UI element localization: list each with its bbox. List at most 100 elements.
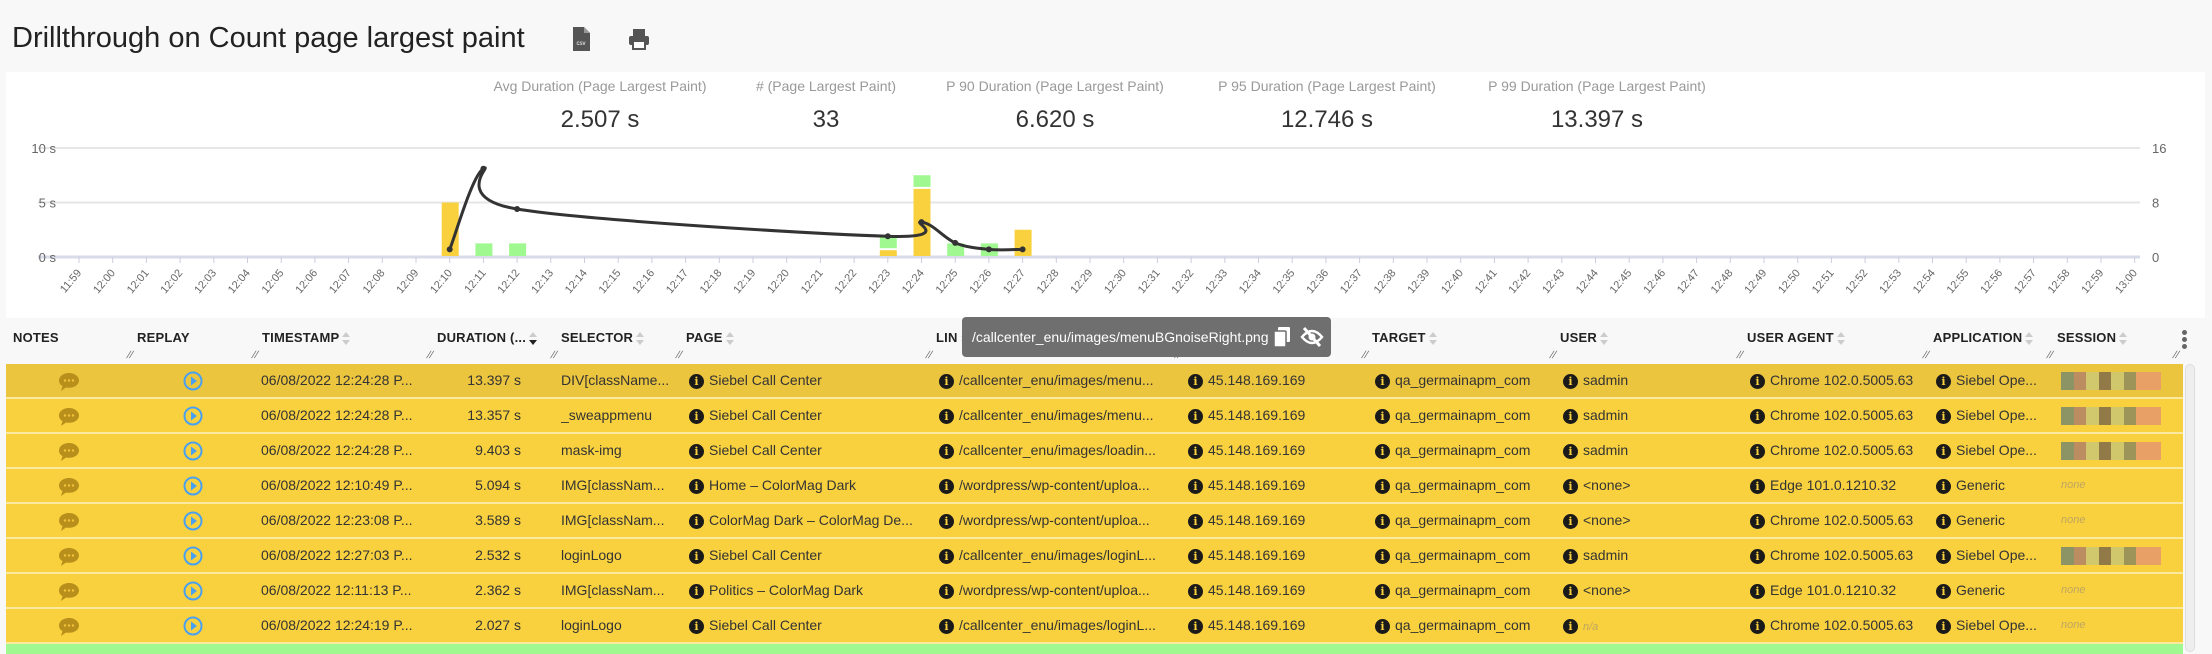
sort-icon[interactable] <box>725 331 734 346</box>
info-icon[interactable]: i <box>689 618 704 634</box>
column-resize-handle[interactable]: // <box>1359 350 1370 361</box>
column-header[interactable]: SELECTOR <box>561 330 645 346</box>
column-resize-handle[interactable]: // <box>673 350 684 361</box>
info-icon[interactable]: i <box>1563 548 1578 564</box>
replay-icon[interactable] <box>183 616 203 636</box>
column-header[interactable]: TIMESTAMP <box>262 330 351 346</box>
table-row[interactable]: 06/08/2022 12:24:28 P... 13.357 s _sweappm… <box>6 399 2183 434</box>
sort-icon[interactable] <box>1599 331 1608 346</box>
printer-icon[interactable] <box>628 27 650 51</box>
info-icon[interactable]: i <box>1750 443 1765 459</box>
table-row[interactable] <box>6 644 2183 654</box>
info-icon[interactable]: i <box>1188 548 1203 564</box>
column-menu-icon[interactable] <box>2182 330 2187 351</box>
sort-icon[interactable] <box>2025 331 2034 346</box>
info-icon[interactable]: i <box>1750 478 1765 494</box>
info-icon[interactable]: i <box>689 478 704 494</box>
info-icon[interactable]: i <box>1375 548 1390 564</box>
info-icon[interactable]: i <box>1750 618 1765 634</box>
column-resize-handle[interactable]: // <box>2044 350 2055 361</box>
sort-icon[interactable] <box>636 331 645 346</box>
column-resize-handle[interactable]: // <box>1734 350 1745 361</box>
replay-icon[interactable] <box>183 511 203 531</box>
info-icon[interactable]: i <box>1188 373 1203 389</box>
info-icon[interactable]: i <box>689 373 704 389</box>
notes-icon[interactable] <box>58 617 80 637</box>
session-bar[interactable] <box>2061 547 2161 565</box>
info-icon[interactable]: i <box>1936 408 1951 424</box>
info-icon[interactable]: i <box>939 618 954 634</box>
replay-icon[interactable] <box>183 581 203 601</box>
info-icon[interactable]: i <box>1936 478 1951 494</box>
column-resize-handle[interactable]: // <box>1547 350 1558 361</box>
column-resize-handle[interactable]: // <box>2170 350 2181 361</box>
copy-icon[interactable] <box>1274 327 1290 347</box>
info-icon[interactable]: i <box>939 443 954 459</box>
column-resize-handle[interactable]: // <box>923 350 934 361</box>
info-icon[interactable]: i <box>1563 513 1578 529</box>
info-icon[interactable]: i <box>939 548 954 564</box>
info-icon[interactable]: i <box>1936 513 1951 529</box>
replay-icon[interactable] <box>183 476 203 496</box>
notes-icon[interactable] <box>58 442 80 462</box>
info-icon[interactable]: i <box>1936 583 1951 599</box>
column-resize-handle[interactable]: // <box>1920 350 1931 361</box>
column-resize-handle[interactable]: // <box>424 350 435 361</box>
replay-icon[interactable] <box>183 546 203 566</box>
info-icon[interactable]: i <box>689 513 704 529</box>
info-icon[interactable]: i <box>1936 618 1951 634</box>
info-icon[interactable]: i <box>1375 373 1390 389</box>
sort-icon[interactable] <box>2119 331 2128 346</box>
info-icon[interactable]: i <box>1188 478 1203 494</box>
info-icon[interactable]: i <box>1375 618 1390 634</box>
column-header[interactable]: NOTES <box>13 330 59 345</box>
table-row[interactable]: 06/08/2022 12:11:13 P... 2.362 s IMG[class… <box>6 574 2183 609</box>
info-icon[interactable]: i <box>1750 373 1765 389</box>
info-icon[interactable]: i <box>939 513 954 529</box>
info-icon[interactable]: i <box>1375 583 1390 599</box>
session-bar[interactable] <box>2061 372 2161 390</box>
info-icon[interactable]: i <box>689 408 704 424</box>
info-icon[interactable]: i <box>1750 513 1765 529</box>
table-row[interactable]: 06/08/2022 12:24:28 P... 13.397 s DIV[clas… <box>6 364 2183 399</box>
eye-slash-icon[interactable] <box>1300 327 1324 347</box>
table-row[interactable]: 06/08/2022 12:10:49 P... 5.094 s IMG[class… <box>6 469 2183 504</box>
notes-icon[interactable] <box>58 582 80 602</box>
info-icon[interactable]: i <box>939 408 954 424</box>
info-icon[interactable]: i <box>1563 408 1578 424</box>
table-row[interactable]: 06/08/2022 12:27:03 P... 2.532 s loginLogo… <box>6 539 2183 574</box>
notes-icon[interactable] <box>58 512 80 532</box>
notes-icon[interactable] <box>58 547 80 567</box>
column-resize-handle[interactable]: // <box>249 350 260 361</box>
info-icon[interactable]: i <box>1936 548 1951 564</box>
info-icon[interactable]: i <box>1563 478 1578 494</box>
info-icon[interactable]: i <box>1563 373 1578 389</box>
sort-icon[interactable] <box>342 331 351 346</box>
replay-icon[interactable] <box>183 406 203 426</box>
info-icon[interactable]: i <box>1936 373 1951 389</box>
sort-icon[interactable] <box>529 331 538 346</box>
info-icon[interactable]: i <box>1750 548 1765 564</box>
column-resize-handle[interactable]: // <box>548 350 559 361</box>
vertical-scrollbar[interactable] <box>2185 364 2195 652</box>
info-icon[interactable]: i <box>1375 443 1390 459</box>
info-icon[interactable]: i <box>1563 618 1578 634</box>
replay-icon[interactable] <box>183 441 203 461</box>
info-icon[interactable]: i <box>1375 478 1390 494</box>
table-row[interactable]: 06/08/2022 12:23:08 P... 3.589 s IMG[class… <box>6 504 2183 539</box>
column-header[interactable]: PAGE <box>686 330 734 346</box>
info-icon[interactable]: i <box>1750 583 1765 599</box>
info-icon[interactable]: i <box>1188 583 1203 599</box>
column-header[interactable]: DURATION (... <box>437 330 538 346</box>
info-icon[interactable]: i <box>1750 408 1765 424</box>
info-icon[interactable]: i <box>1188 443 1203 459</box>
notes-icon[interactable] <box>58 372 80 392</box>
info-icon[interactable]: i <box>939 373 954 389</box>
info-icon[interactable]: i <box>1563 583 1578 599</box>
info-icon[interactable]: i <box>1563 443 1578 459</box>
info-icon[interactable]: i <box>1188 513 1203 529</box>
replay-icon[interactable] <box>183 371 203 391</box>
info-icon[interactable]: i <box>1188 408 1203 424</box>
column-header[interactable]: APPLICATION <box>1933 330 2034 346</box>
sort-icon[interactable] <box>1836 331 1845 346</box>
